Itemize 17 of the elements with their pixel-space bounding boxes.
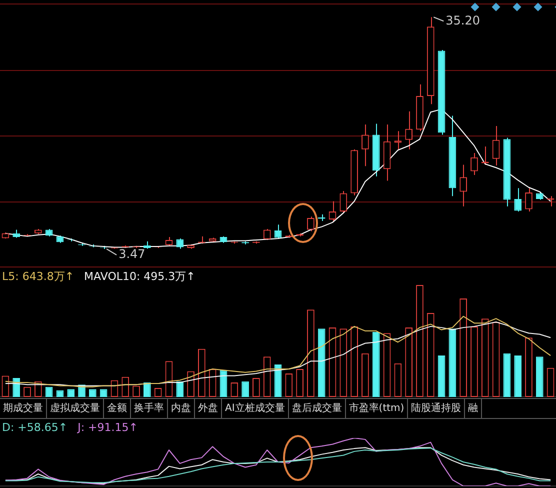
annotation: 35.20 [446, 13, 480, 28]
text: 虚拟成交量 [47, 399, 104, 418]
text: D: +58.65↑ [2, 421, 68, 434]
text: 融 [465, 399, 482, 418]
text: 期成交量 [0, 399, 47, 418]
text: L5: 643.8万↑ [2, 270, 74, 283]
text: 内盘 [168, 399, 195, 418]
text: 换手率 [131, 399, 168, 418]
text: 外盘 [195, 399, 222, 418]
text: 市盈率(ttm) [346, 399, 408, 418]
text: MAVOL10: 495.3万↑ [84, 270, 196, 283]
text: 盘后成交量 [288, 399, 346, 418]
text: 陆股通持股 [408, 399, 466, 418]
text: 金额 [104, 399, 131, 418]
text: AI立桩成交量 [222, 399, 289, 418]
text: J: +91.15↑ [78, 421, 138, 434]
annotation: 3.47 [118, 247, 146, 262]
